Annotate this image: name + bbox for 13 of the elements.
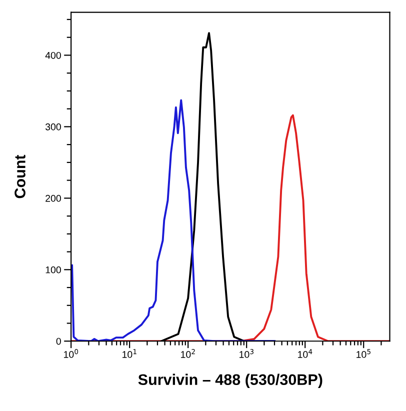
y-tick-label: 300	[45, 123, 61, 130]
x-tick-label: 10$^{4}$	[298, 349, 312, 358]
y-tick-label: 100	[46, 266, 61, 274]
x-tick-label: 10$^{1}$	[122, 349, 136, 358]
x-tick-label: 10$^{3}$	[240, 349, 254, 358]
y-axis-title: Count	[14, 154, 26, 198]
x-tick-label: 10$^{0}$	[64, 349, 78, 358]
y-tick-label: 200	[46, 194, 61, 202]
x-tick-label: 10$^{2}$	[181, 349, 195, 358]
y-tick-label: 0	[56, 338, 61, 345]
x-axis-title: Survivin – 488 (530/30BP)	[138, 374, 322, 388]
y-tick-label: 400	[45, 52, 61, 59]
x-tick-label: 10$^{5}$	[356, 349, 370, 358]
